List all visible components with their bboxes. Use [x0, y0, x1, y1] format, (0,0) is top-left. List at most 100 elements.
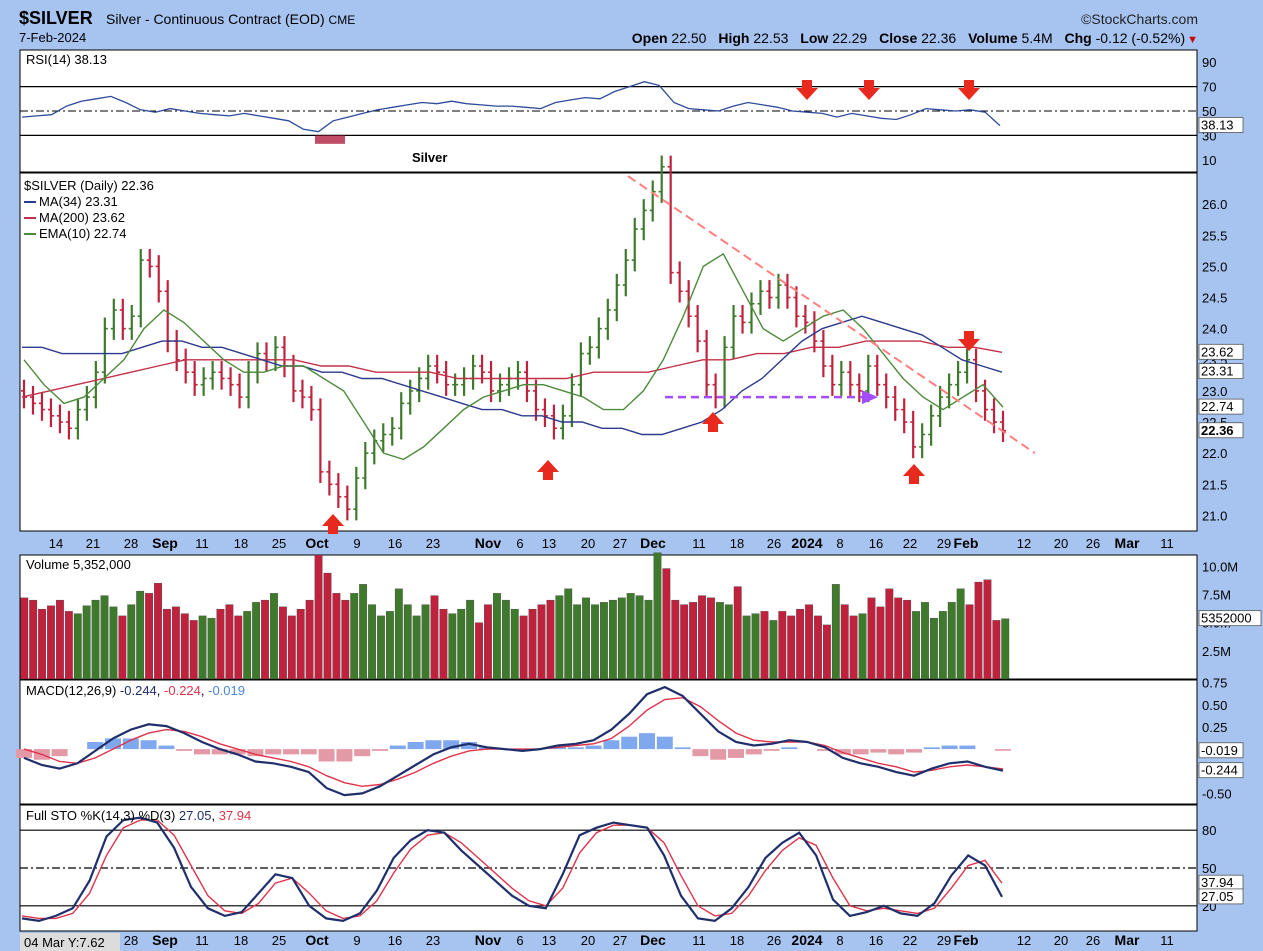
ohlc-summary: Open 22.50 High 22.53 Low 22.29 Close 22… [631, 30, 1198, 46]
volume-bar [350, 593, 359, 680]
volume-bar [73, 613, 82, 680]
volume-bar [323, 572, 332, 680]
volume-bar [198, 615, 207, 680]
volume-bar [305, 599, 314, 680]
volume-bar [38, 608, 46, 680]
rsi-oversold-fill [315, 135, 345, 144]
macd-histogram-bar [51, 749, 68, 757]
volume-bar [484, 604, 492, 680]
volume-bar [876, 606, 885, 680]
ma200-last-value-box [1198, 343, 1244, 360]
macd-histogram-bar [888, 749, 905, 755]
volume-bar [252, 602, 261, 680]
bottom-axis-x-tick-28: 11 [1160, 933, 1174, 948]
volume-bar [814, 615, 822, 680]
rsi-y-tick-4: 10 [1202, 153, 1216, 168]
macd-title-part-5: -0.019 [208, 683, 245, 698]
rsi-down-arrow-0 [796, 80, 818, 100]
volume-bar [394, 588, 403, 680]
volume-bar [787, 615, 796, 680]
volume-bar [501, 599, 510, 680]
top-axis-x-tick-19: 26 [767, 536, 781, 551]
macd-hist-last-value: -0.019 [1201, 743, 1238, 758]
price-y-tick-8: 22.0 [1202, 446, 1227, 461]
volume-bar [608, 599, 617, 680]
top-axis-x-tick-16: Dec [640, 535, 666, 551]
price-y-tick-2: 25.0 [1202, 259, 1227, 274]
macd-histogram-bar [567, 747, 584, 750]
bottom-axis-x-tick-17: 26 [767, 933, 781, 948]
volume-bar [992, 620, 1001, 680]
volume-bar [582, 597, 590, 680]
volume-bar [145, 593, 154, 680]
volume-bar [118, 615, 127, 680]
sto-d-line [21, 819, 1003, 920]
chart-header: $SILVER Silver - Continuous Contract (EO… [19, 8, 1202, 48]
top-axis-x-tick-9: 16 [388, 536, 402, 551]
bottom-axis-x-tick-0: 28 [124, 933, 138, 948]
top-axis-x-tick-4: 11 [195, 536, 209, 551]
bottom-axis-x-tick-16: 18 [730, 933, 744, 948]
top-axis-x-tick-22: 16 [869, 536, 883, 551]
top-axis-x-tick-12: 6 [516, 536, 523, 551]
macd-histogram-bar [176, 749, 193, 751]
close-last-value-box [1198, 422, 1244, 439]
price-y-tick-4: 24.0 [1202, 322, 1227, 337]
volume-bar [270, 593, 278, 680]
bottom-axis-x-tick-2: 11 [195, 933, 209, 948]
macd-histogram-bar [603, 740, 620, 750]
top-axis-x-tick-29: Mar [1115, 535, 1140, 551]
macd-histogram-bar [621, 736, 638, 750]
symbol-title: $SILVER [19, 8, 93, 28]
sto-title-part-3: 37.94 [219, 808, 252, 823]
macd-histogram-bar [995, 749, 1011, 751]
volume-bar [983, 579, 992, 680]
ma200-last-value: 23.62 [1201, 344, 1234, 359]
rsi-title: RSI(14) 38.13 [26, 52, 107, 67]
macd-y-tick-5: -0.50 [1202, 786, 1232, 801]
legend-entry-0: MA(34) 23.31 [39, 194, 118, 209]
price-panel [19, 172, 1198, 532]
top-axis-x-tick-13: 13 [542, 536, 556, 551]
price-y-tick-0: 26.0 [1202, 197, 1227, 212]
price-down-arrow [958, 331, 980, 351]
top-axis-x-tick-8: 9 [353, 536, 360, 551]
volume-bar [109, 606, 118, 680]
macd-histogram-bar [923, 747, 940, 750]
sto-y-tick-1: 50 [1202, 861, 1216, 876]
price-up-arrow-0 [322, 514, 344, 534]
volume-bar [287, 615, 296, 680]
macd-histogram-bar [407, 742, 424, 750]
volume-bar [822, 624, 831, 680]
macd-histogram-bar [781, 747, 798, 750]
volume-bar [858, 613, 867, 680]
top-axis-x-tick-5: 18 [234, 536, 248, 551]
ma34-last-value-box [1198, 363, 1244, 380]
volume-bar [600, 602, 608, 680]
macd-title-part-1: -0.244 [120, 683, 157, 698]
price-up-arrow-1 [537, 460, 559, 480]
volume-bar [1001, 618, 1010, 680]
macd-histogram-bar [550, 747, 566, 750]
volume-bar [715, 602, 724, 680]
macd-histogram-bar [941, 745, 958, 750]
macd-histogram-bar [443, 740, 460, 750]
volume-bar [314, 554, 323, 680]
volume-bar [635, 595, 644, 680]
bottom-axis-x-tick-20: 16 [869, 933, 883, 948]
volume-panel [19, 554, 1198, 680]
macd-histogram-bar [372, 749, 388, 751]
macd-histogram-bar [852, 749, 869, 755]
bottom-axis-x-tick-14: Dec [640, 932, 666, 948]
volume-bar [163, 608, 171, 680]
sto-k-line [21, 816, 1003, 923]
rsi-line [21, 81, 1001, 133]
volume-bar [912, 611, 920, 680]
volume-bar [216, 608, 225, 680]
bottom-axis-x-tick-3: 18 [234, 933, 248, 948]
bottom-axis-x-tick-4: 25 [272, 933, 286, 948]
top-axis-x-tick-20: 2024 [791, 535, 822, 551]
macd-title-part-0: MACD(12,26,9) [26, 683, 120, 698]
macd-histogram-bar [87, 742, 104, 750]
